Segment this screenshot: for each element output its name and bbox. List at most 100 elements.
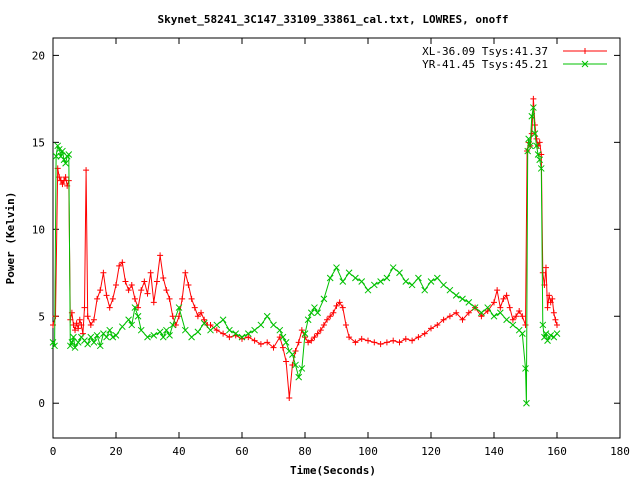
data-point (494, 287, 501, 294)
data-point (84, 340, 92, 348)
data-point (160, 275, 167, 281)
data-point (289, 351, 296, 358)
data-point (128, 281, 135, 288)
data-point (90, 316, 97, 323)
data-point (314, 309, 321, 317)
data-point (554, 321, 560, 328)
data-point (238, 333, 246, 341)
series-line (52, 107, 558, 404)
data-point (276, 326, 284, 334)
data-point (553, 330, 561, 338)
data-point (550, 309, 557, 316)
data-point (549, 295, 556, 302)
data-point (90, 338, 98, 346)
data-point (490, 312, 498, 320)
legend-label: XL-36.09 Tsys:41.37 (422, 45, 548, 58)
series-1 (50, 95, 560, 401)
data-point (326, 274, 334, 282)
data-point (185, 281, 192, 288)
y-axis-label: Power (Kelvin) (4, 192, 17, 285)
data-point (263, 312, 271, 320)
data-point (276, 334, 283, 341)
data-point (542, 330, 550, 338)
data-point (150, 332, 158, 339)
data-point (544, 304, 551, 311)
data-point (377, 278, 384, 285)
data-point (213, 327, 220, 334)
data-point (93, 332, 101, 339)
data-point (200, 319, 208, 327)
data-point (440, 281, 447, 289)
data-point (113, 281, 119, 288)
data-point (159, 333, 167, 341)
data-point (509, 321, 517, 329)
data-point (282, 338, 290, 346)
data-point (118, 323, 126, 331)
data-point (452, 292, 460, 299)
data-point (304, 316, 312, 324)
data-point (257, 321, 265, 329)
data-point (421, 330, 428, 337)
y-tick-label: 10 (32, 223, 45, 236)
data-point (75, 325, 82, 332)
data-point (147, 269, 154, 276)
data-point (270, 321, 277, 329)
data-point (513, 313, 520, 320)
data-point (156, 328, 164, 336)
data-point (179, 295, 186, 302)
data-point (478, 313, 485, 320)
data-point (70, 321, 77, 328)
data-point (377, 341, 384, 348)
data-point (533, 142, 540, 150)
data-point (358, 335, 365, 342)
data-point (459, 316, 466, 323)
data-point (539, 321, 547, 329)
data-point (402, 335, 409, 342)
data-point (83, 167, 90, 174)
data-point (352, 274, 359, 282)
data-point (308, 337, 315, 344)
data-point (301, 330, 309, 338)
data-point (289, 361, 296, 368)
data-point (389, 264, 397, 271)
data-point (491, 299, 497, 306)
data-point (153, 278, 160, 285)
data-point (484, 304, 492, 311)
x-tick-label: 120 (421, 445, 441, 458)
data-point (295, 339, 302, 346)
data-point (81, 304, 88, 311)
data-point (65, 151, 73, 158)
data-point (500, 295, 507, 302)
data-point (547, 332, 555, 339)
data-point (71, 344, 79, 351)
data-point (109, 295, 116, 302)
data-point (74, 338, 82, 346)
data-point (538, 151, 545, 158)
data-point (87, 333, 95, 341)
data-point (542, 264, 549, 271)
data-point (320, 295, 328, 303)
y-tick-label: 20 (32, 49, 45, 62)
x-tick-label: 100 (358, 445, 378, 458)
data-point (305, 339, 312, 346)
data-point (51, 342, 58, 350)
y-tick-label: 5 (38, 310, 45, 323)
data-point (390, 337, 397, 344)
data-point (531, 130, 539, 138)
data-point (232, 330, 240, 338)
data-point (582, 48, 588, 54)
data-point (421, 286, 429, 294)
x-tick-label: 160 (547, 445, 567, 458)
data-point (56, 174, 63, 181)
data-point (62, 159, 69, 167)
data-point (333, 264, 340, 271)
data-point (219, 316, 227, 324)
y-tick-label: 0 (38, 397, 45, 410)
data-point (144, 333, 151, 341)
data-point (320, 321, 327, 328)
data-point (370, 281, 378, 289)
data-point (52, 152, 60, 160)
data-point (207, 326, 214, 334)
data-point (137, 326, 145, 334)
